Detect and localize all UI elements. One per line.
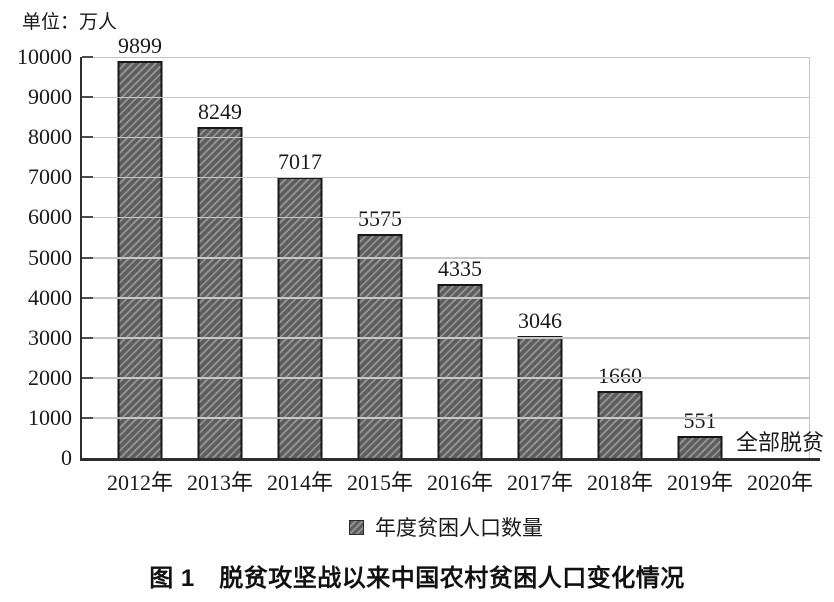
bar-value-label-2017年: 3046 — [518, 307, 562, 333]
legend-label: 年度贫困人口数量 — [375, 516, 543, 540]
bar-2016年 — [437, 284, 483, 458]
unit-label: 单位：万人 — [22, 12, 118, 33]
x-axis-label-2016年: 2016年 — [426, 470, 493, 495]
y-tick-4000 — [82, 296, 93, 299]
x-axis-line — [79, 458, 820, 461]
y-tick-label-5000: 5000 — [28, 244, 72, 270]
bar-2015年 — [357, 234, 403, 458]
x-axis-label-2015年: 2015年 — [346, 470, 413, 495]
y-tick-3000 — [82, 336, 93, 339]
bar-column-2019年: 551 — [660, 57, 740, 458]
plot-area: 9899 8249 7017 5575 4335 3046 1660 551 全部脱贫 — [79, 34, 824, 461]
bar-column-2017年: 3046 — [500, 57, 580, 458]
bar-column-2012年: 9899 — [100, 34, 180, 458]
bar-2014年 — [277, 176, 323, 458]
y-tick-8000 — [82, 136, 93, 139]
gridline-10000 — [82, 56, 810, 58]
x-axis-label-2020年: 2020年 — [746, 470, 813, 495]
x-axis-labels: 2012年 2013年 2014年 2015年 2016年 2017年 2018年 2019年… — [100, 468, 820, 498]
bar-value-label-2016年: 4335 — [438, 256, 482, 282]
x-axis-label-2012年: 2012年 — [106, 470, 173, 495]
bar-2013年 — [197, 127, 243, 458]
bar-value-label-2019年: 551 — [683, 407, 717, 433]
y-tick-10000 — [82, 56, 93, 58]
bar-column-2020年: 全部脱贫 — [736, 57, 824, 458]
y-tick-label-4000: 4000 — [28, 284, 72, 310]
bar-value-label-2014年: 7017 — [278, 148, 322, 174]
x-axis-label-2017年: 2017年 — [506, 470, 573, 495]
bar-column-2013年: 8249 — [180, 57, 260, 458]
y-axis-line — [79, 57, 82, 458]
zero-bar-annotation: 全部脱贫 — [735, 430, 825, 455]
y-tick-label-1000: 1000 — [28, 404, 72, 430]
legend: 年度贫困人口数量 — [82, 512, 810, 542]
y-tick-6000 — [82, 216, 93, 219]
bar-column-2014年: 7017 — [260, 57, 340, 458]
bar-column-2015年: 5575 — [340, 57, 420, 458]
gridline-1000 — [82, 417, 810, 419]
bars-container: 9899 8249 7017 5575 4335 3046 1660 551 全部脱贫 — [100, 34, 824, 458]
bar-value-label-2012年: 9899 — [118, 33, 162, 59]
y-axis-labels: 0 1000 2000 3000 4000 5000 6000 7000 8000 9000 100… — [0, 44, 72, 470]
gridline-9000 — [82, 96, 810, 99]
bar-2012年 — [117, 61, 163, 458]
bar-value-label-2015年: 5575 — [358, 206, 402, 232]
y-tick-9000 — [82, 96, 93, 99]
y-tick-label-3000: 3000 — [28, 324, 72, 350]
bar-column-2018年: 1660 — [580, 57, 660, 458]
y-tick-2000 — [82, 376, 93, 379]
y-tick-label-0: 0 — [61, 445, 72, 470]
gridline-3000 — [82, 337, 810, 339]
y-tick-label-6000: 6000 — [28, 204, 72, 230]
gridline-4000 — [82, 297, 810, 299]
y-tick-1000 — [82, 416, 93, 419]
bar-value-label-2018年: 1660 — [598, 363, 642, 389]
gridline-7000 — [82, 176, 810, 179]
gridline-2000 — [82, 377, 810, 379]
figure-caption: 图 1 脱贫攻坚战以来中国农村贫困人口变化情况 — [149, 565, 685, 592]
gridline-6000 — [82, 216, 810, 219]
x-axis-label-2018年: 2018年 — [586, 470, 653, 495]
y-tick-label-9000: 9000 — [28, 84, 72, 110]
y-tick-label-2000: 2000 — [28, 364, 72, 390]
y-tick-label-10000: 10000 — [17, 44, 72, 69]
bar-column-2016年: 4335 — [420, 57, 500, 458]
x-axis-label-2019年: 2019年 — [666, 470, 733, 495]
bar-2018年 — [597, 391, 643, 458]
gridline-5000 — [82, 257, 810, 259]
y-tick-5000 — [82, 256, 93, 259]
y-tick-7000 — [82, 176, 93, 179]
bar-2017年 — [517, 335, 563, 458]
bar-2019年 — [677, 435, 723, 458]
x-axis-label-2014年: 2014年 — [266, 470, 333, 495]
gridline-8000 — [82, 136, 810, 139]
bar-value-label-2013年: 8249 — [198, 99, 242, 125]
legend-hatch-swatch — [349, 519, 364, 535]
y-tick-label-7000: 7000 — [28, 164, 72, 190]
y-tick-label-8000: 8000 — [28, 124, 72, 150]
x-axis-label-2013年: 2013年 — [186, 470, 253, 495]
